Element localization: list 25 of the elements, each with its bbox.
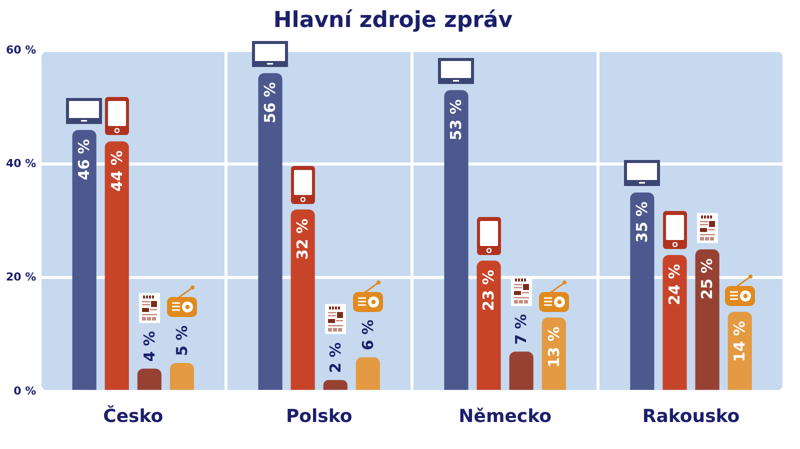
y-tick-label: 40 % [6, 156, 36, 170]
x-tick-label: Polsko [286, 406, 352, 427]
data-label: 6 % [358, 320, 377, 350]
data-label: 56 % [261, 82, 280, 124]
y-tick-label: 20 % [6, 270, 36, 284]
data-label: 2 % [326, 342, 344, 374]
data-label: 5 % [172, 325, 191, 356]
data-label: 46 % [75, 138, 94, 180]
x-tick-label: Rakousko [642, 406, 740, 427]
x-tick-label: Česko [103, 404, 164, 427]
data-label: 4 % [140, 330, 158, 362]
data-label: 35 % [633, 201, 652, 243]
x-tick-label: Německo [458, 406, 552, 427]
data-label: 53 % [447, 99, 466, 140]
data-label: 25 % [698, 258, 716, 300]
data-label: 13 % [544, 326, 563, 368]
data-label: 14 % [730, 320, 749, 362]
y-tick-label: 0 % [14, 384, 36, 398]
y-tick-label: 60 % [6, 43, 36, 56]
data-label: 32 % [294, 218, 312, 260]
data-label: 24 % [666, 264, 684, 306]
data-label: 44 % [108, 150, 126, 192]
chart-title: Hlavní zdroje zpráv [273, 8, 514, 33]
data-label: 23 % [480, 270, 498, 311]
data-label: 7 % [512, 314, 530, 345]
